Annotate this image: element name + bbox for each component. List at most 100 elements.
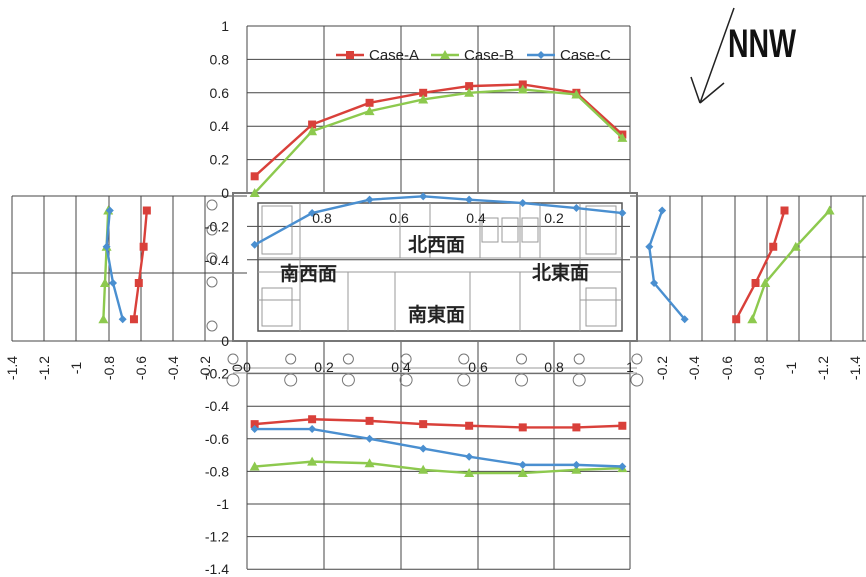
data-point-case-c [518, 460, 527, 469]
data-point-case-b [571, 464, 582, 474]
plan-room [261, 287, 293, 327]
data-point-case-b [364, 458, 375, 468]
tick-label-y: -0.2 [205, 218, 229, 234]
tick-label-y: -0.4 [205, 252, 229, 268]
data-point-case-a [572, 423, 581, 432]
data-point-case-c [465, 195, 474, 204]
plan-axis-marker [630, 373, 644, 387]
data-point-case-a [129, 315, 138, 324]
series-line-case-c [648, 210, 686, 321]
plan-room [261, 205, 293, 255]
plan-axis-marker [206, 199, 218, 211]
tick-label-y: 0 [221, 333, 229, 349]
data-point-case-c [658, 206, 667, 215]
tick-label-y: -0.8 [205, 463, 229, 479]
plan-axis-marker [457, 373, 471, 387]
data-point-case-b [98, 314, 109, 324]
data-point-case-c [518, 199, 527, 208]
tick-label-x: -0.2 [197, 356, 213, 380]
data-point-case-a [465, 82, 474, 91]
plan-axis-marker [631, 353, 643, 365]
tick-label-y: 1 [221, 18, 229, 34]
series-line-case-c [105, 210, 124, 320]
tick-label-y: -1.4 [205, 561, 229, 577]
plan-axis-marker [516, 353, 527, 365]
plan-axis-marker [206, 276, 218, 288]
tick-label-x: 0.2 [314, 359, 334, 375]
data-point-case-c [465, 452, 474, 461]
data-point-case-a [250, 420, 259, 429]
face-label-northwest: 北西面 [408, 234, 465, 256]
tick-label-y: -0.2 [205, 366, 229, 382]
data-point-case-c [308, 209, 317, 218]
tick-label-x: -0.4 [165, 356, 181, 380]
data-point-case-b [249, 188, 260, 197]
data-point-case-a [308, 415, 317, 424]
tick-label-y: -1.2 [205, 529, 229, 545]
data-point-case-b [249, 461, 260, 471]
building-floor-plan [206, 192, 644, 387]
data-point-case-a [419, 88, 428, 97]
data-point-case-c [572, 204, 581, 213]
plan-axis-marker [285, 353, 297, 365]
series-line-case-a [254, 418, 623, 429]
data-point-case-a [751, 279, 760, 287]
data-point-case-c [680, 315, 689, 324]
face-label-southeast: 南東面 [408, 303, 465, 326]
tick-label-x: -1.2 [815, 356, 831, 380]
data-point-case-c [365, 434, 374, 443]
data-point-case-a [732, 315, 741, 324]
plan-room [481, 217, 499, 243]
data-point-case-a [618, 421, 627, 430]
plan-axis-marker [399, 373, 413, 387]
series-line-case-a [735, 210, 786, 320]
tick-label-y: 0.4 [210, 118, 230, 134]
tick-label-y: 0.8 [210, 51, 230, 67]
data-point-case-b [747, 314, 758, 324]
plan-room [585, 287, 617, 327]
series-line-case-c [254, 195, 623, 246]
data-point-case-c [308, 425, 317, 434]
data-point-case-a [365, 98, 374, 107]
data-point-case-b [760, 278, 771, 287]
tick-label-x: 0.4 [391, 359, 411, 375]
data-point-case-b [307, 126, 318, 136]
series-line-case-c [254, 427, 623, 468]
data-point-case-b [571, 89, 582, 99]
data-point-case-a [419, 420, 428, 429]
plan-axis-marker [341, 373, 355, 387]
plan-axis-marker [206, 224, 218, 236]
data-point-case-c [250, 240, 259, 249]
face-label-southwest: 南西面 [280, 263, 337, 285]
data-point-case-c [419, 192, 428, 201]
legend-label-case-b: Case-B [464, 47, 514, 64]
tick-label-x: -1.4 [847, 356, 863, 380]
tick-labels: 10.80.60.40.20-0.2-0.40.8 0.6 0.4 0.20-0.2-… [4, 18, 863, 577]
plan-room [521, 217, 539, 243]
legend: Case-A Case-B Case-C [336, 47, 611, 64]
series-line-case-a [253, 83, 624, 178]
data-point-case-c [102, 242, 111, 251]
data-point-case-b [99, 278, 110, 287]
series-line-case-a [132, 210, 149, 320]
data-point-case-b [440, 50, 450, 59]
data-point-case-b [418, 94, 429, 104]
tick-label-x: -0.8 [751, 356, 767, 380]
face-label-northeast: 北東面 [532, 261, 589, 284]
data-point-case-c [572, 460, 581, 469]
tick-label-x: 0.8 [544, 359, 564, 375]
data-point-case-c [109, 279, 118, 287]
tick-label-x: 0.4 [466, 210, 486, 226]
data-point-case-a [465, 421, 474, 430]
data-point-case-b [617, 132, 628, 142]
data-point-case-a [134, 279, 143, 287]
series-line-case-b [253, 88, 624, 194]
data-point-case-a [346, 51, 354, 59]
series-layer [98, 80, 835, 478]
data-point-case-a [142, 206, 151, 215]
wind-direction-indicator: NNW [690, 7, 796, 104]
data-point-case-c [618, 209, 627, 218]
tick-label-x: -0.4 [686, 356, 702, 380]
data-point-case-c [645, 242, 654, 251]
